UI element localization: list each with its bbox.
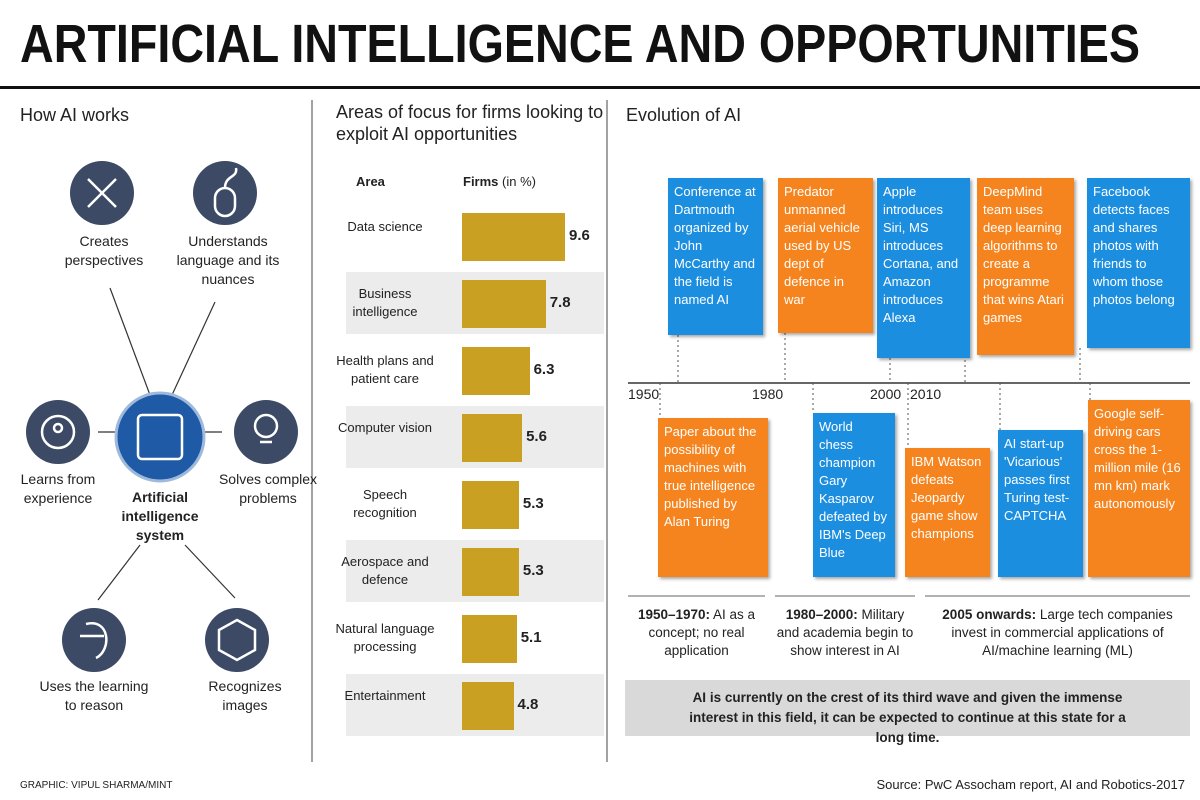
event-card: Apple introduces Siri, MS introduces Cor…	[877, 178, 970, 358]
value-label: 7.8	[549, 294, 571, 311]
event-card: Paper about the possibility of machines …	[658, 418, 768, 577]
value-label: 4.8	[517, 696, 539, 713]
year-label: 2000	[870, 386, 902, 402]
icons	[26, 161, 298, 672]
column-header: Area	[356, 174, 385, 189]
era-period: 1950–1970:	[637, 607, 711, 622]
bar	[462, 548, 519, 596]
unit: (in %)	[502, 174, 536, 189]
title: ARTIFICIAL INTELLIGENCE AND OPPORTUNITIE…	[20, 14, 1140, 74]
category-label: Aerospace and defence	[341, 554, 429, 587]
category-label: Entertainment	[344, 688, 426, 703]
note-box	[625, 680, 1190, 736]
event-card: AI start-up 'Vicarious' passes first Tur…	[998, 430, 1083, 577]
era: 2005 onwards: Large tech companies inves…	[925, 606, 1190, 660]
year-label: 2010	[910, 386, 942, 402]
event-card: Google self-driving cars cross the 1-mil…	[1088, 400, 1190, 577]
era-period: 2005 onwards:	[942, 607, 1037, 622]
section-heading: Evolution of AI	[626, 105, 742, 125]
connectors	[659, 333, 1091, 448]
value-label: 9.6	[569, 227, 590, 244]
category-label: Business intelligence	[352, 286, 418, 319]
capability-label: Uses the learning to reason	[39, 678, 149, 713]
column-header: Firms (in %)	[463, 174, 536, 189]
bar	[462, 414, 523, 462]
value-label: 5.3	[522, 495, 544, 512]
section-heading: Areas of focus for firms looking to expl…	[336, 102, 604, 144]
section-heading: How AI works	[20, 105, 130, 125]
event-card: IBM Watson defeats Jeopardy game show ch…	[905, 448, 990, 577]
center-circle	[114, 391, 206, 483]
bar	[462, 682, 514, 730]
title-rule	[0, 86, 1200, 89]
arrows	[97, 287, 236, 601]
column-header: Firms	[463, 174, 499, 189]
era-text: Military and academia begin to show inte…	[776, 607, 914, 658]
era: 1980–2000: Military and academia begin t…	[775, 606, 915, 660]
icon-glyphs	[40, 167, 279, 662]
center-label: Artificial intelligence system	[121, 489, 199, 543]
era-period: 1980–2000:	[785, 607, 858, 622]
era: 1950–1970: AI as a concept; no real appl…	[628, 606, 765, 660]
bar	[462, 280, 546, 328]
event-card: World chess champion Gary Kasparov defea…	[813, 413, 895, 577]
era-text: Large tech companies invest in commercia…	[951, 607, 1173, 658]
chip-glyph	[136, 413, 184, 461]
capability-label: Learns from experience	[20, 471, 96, 506]
category-label: Natural language processing	[335, 621, 435, 654]
bar	[462, 213, 565, 261]
bar	[462, 615, 517, 663]
event-card: Conference at Dartmouth organized by Joh…	[668, 178, 763, 335]
bar	[462, 347, 530, 395]
capability-label: Solves complex problems	[218, 471, 318, 506]
credit: GRAPHIC: VIPUL SHARMA/MINT	[20, 780, 173, 791]
value-label: 5.6	[526, 428, 547, 445]
category-label: Health plans and patient care	[336, 353, 434, 386]
event-card: Predator unmanned aerial vehicle used by…	[778, 178, 873, 333]
capability-label: Recognizes images	[208, 678, 282, 713]
event-card: Facebook detects faces and shares photos…	[1087, 178, 1190, 348]
category-label: Computer vision	[338, 420, 432, 435]
value-label: 6.3	[533, 361, 555, 378]
category-label: Data science	[347, 219, 423, 234]
year-label: 1980	[752, 386, 784, 402]
value-label: 5.1	[520, 629, 542, 646]
source: Source: PwC Assocham report, AI and Robo…	[876, 777, 1185, 792]
era-text: AI as a concept; no real application	[648, 607, 756, 658]
capability-label: Creates perspectives	[64, 233, 144, 268]
value-label: 5.3	[522, 562, 544, 579]
bar	[462, 481, 519, 529]
year-label: 1950	[628, 386, 660, 402]
note: AI is currently on the crest of its thir…	[689, 690, 1126, 745]
capability-label: Understands language and its nuances	[176, 233, 280, 287]
category-label: Speech recognition	[353, 487, 417, 520]
event-card: DeepMind team uses deep learning algorit…	[977, 178, 1074, 355]
